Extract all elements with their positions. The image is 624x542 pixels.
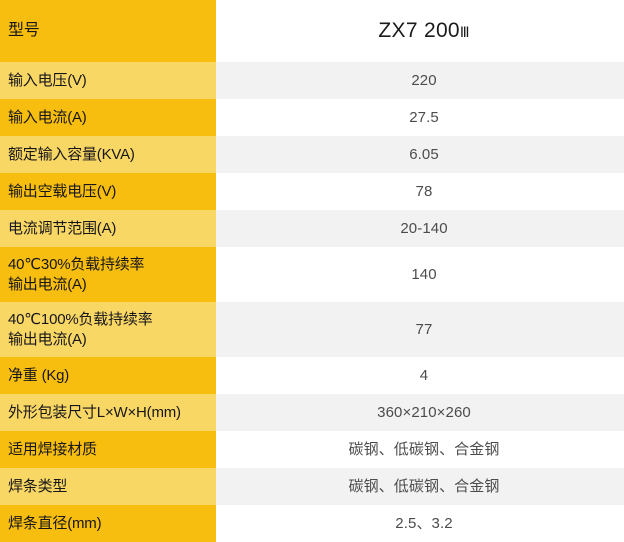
spec-label-cell: 焊条类型	[0, 468, 216, 505]
header-value-cell: ZX7 200Ⅲ	[216, 0, 624, 62]
spec-label-cell: 40℃100%负载持续率 输出电流(A)	[0, 302, 216, 357]
spec-value-cell: 6.05	[216, 136, 624, 173]
table-row: 额定输入容量(KVA) 6.05	[0, 136, 624, 173]
spec-label-text: 焊条类型	[8, 477, 68, 495]
spec-value-cell: 碳钢、低碳钢、合金钢	[216, 468, 624, 505]
header-label-cell: 型号	[0, 0, 216, 62]
spec-label-cell: 适用焊接材质	[0, 431, 216, 468]
spec-label-cell: 额定输入容量(KVA)	[0, 136, 216, 173]
table-row: 焊条类型 碳钢、低碳钢、合金钢	[0, 468, 624, 505]
spec-label-text: 额定输入容量(KVA)	[8, 145, 135, 163]
spec-label-text: 焊条直径(mm)	[8, 514, 102, 532]
model-name-text: ZX7 200	[378, 19, 460, 43]
spec-label-text: 适用焊接材质	[8, 440, 97, 458]
spec-label-text: 40℃30%负载持续率	[8, 256, 145, 273]
spec-value-text: 碳钢、低碳钢、合金钢	[348, 477, 500, 495]
table-row: 40℃30%负载持续率 输出电流(A) 140	[0, 247, 624, 302]
spec-value-cell: 20-140	[216, 210, 624, 247]
spec-label-cell: 输入电压(V)	[0, 62, 216, 99]
spec-value-cell: 78	[216, 173, 624, 210]
header-label-text: 型号	[8, 21, 40, 39]
spec-value-text: 360×210×260	[377, 403, 471, 421]
spec-value-cell: 360×210×260	[216, 394, 624, 431]
spec-label-cell: 输出空载电压(V)	[0, 173, 216, 210]
spec-label-cell: 40℃30%负载持续率 输出电流(A)	[0, 247, 216, 302]
table-row: 输出空载电压(V) 78	[0, 173, 624, 210]
spec-label-text: 净重 (Kg)	[8, 366, 70, 384]
spec-value-text: 77	[415, 320, 433, 338]
table-row: 外形包装尺寸L×W×H(mm) 360×210×260	[0, 394, 624, 431]
spec-label-text: 40℃100%负载持续率	[8, 311, 153, 328]
spec-value-text: 2.5、3.2	[395, 514, 453, 532]
spec-value-cell: 220	[216, 62, 624, 99]
table-row: 40℃100%负载持续率 输出电流(A) 77	[0, 302, 624, 357]
table-header-row: 型号 ZX7 200Ⅲ	[0, 0, 624, 62]
spec-label-text: 外形包装尺寸L×W×H(mm)	[8, 403, 181, 421]
spec-value-text: 6.05	[409, 145, 439, 163]
spec-value-cell: 碳钢、低碳钢、合金钢	[216, 431, 624, 468]
spec-label-text: 输入电流(A)	[8, 108, 87, 126]
spec-label-cell: 外形包装尺寸L×W×H(mm)	[0, 394, 216, 431]
spec-value-text: 27.5	[409, 108, 439, 126]
model-suffix-text: Ⅲ	[459, 24, 470, 41]
table-row: 焊条直径(mm) 2.5、3.2	[0, 505, 624, 542]
spec-value-text: 220	[411, 71, 437, 89]
spec-value-cell: 27.5	[216, 99, 624, 136]
spec-value-cell: 2.5、3.2	[216, 505, 624, 542]
spec-label-cell: 电流调节范围(A)	[0, 210, 216, 247]
spec-value-text: 碳钢、低碳钢、合金钢	[348, 440, 500, 458]
spec-label-text: 电流调节范围(A)	[8, 219, 117, 237]
table-row: 适用焊接材质 碳钢、低碳钢、合金钢	[0, 431, 624, 468]
spec-value-cell: 77	[216, 302, 624, 357]
table-row: 电流调节范围(A) 20-140	[0, 210, 624, 247]
table-row: 输入电压(V) 220	[0, 62, 624, 99]
spec-value-cell: 4	[216, 357, 624, 394]
spec-label-text-line2: 输出电流(A)	[8, 330, 87, 348]
spec-label-text: 输入电压(V)	[8, 71, 87, 89]
spec-label-text-line2: 输出电流(A)	[8, 275, 87, 293]
table-row: 输入电流(A) 27.5	[0, 99, 624, 136]
spec-value-text: 20-140	[400, 219, 448, 237]
spec-value-cell: 140	[216, 247, 624, 302]
spec-value-text: 140	[411, 265, 437, 283]
table-row: 净重 (Kg) 4	[0, 357, 624, 394]
spec-label-cell: 焊条直径(mm)	[0, 505, 216, 542]
spec-label-cell: 输入电流(A)	[0, 99, 216, 136]
spec-label-cell: 净重 (Kg)	[0, 357, 216, 394]
spec-value-text: 78	[415, 182, 433, 200]
spec-value-text: 4	[419, 366, 429, 384]
spec-label-text: 输出空载电压(V)	[8, 182, 117, 200]
